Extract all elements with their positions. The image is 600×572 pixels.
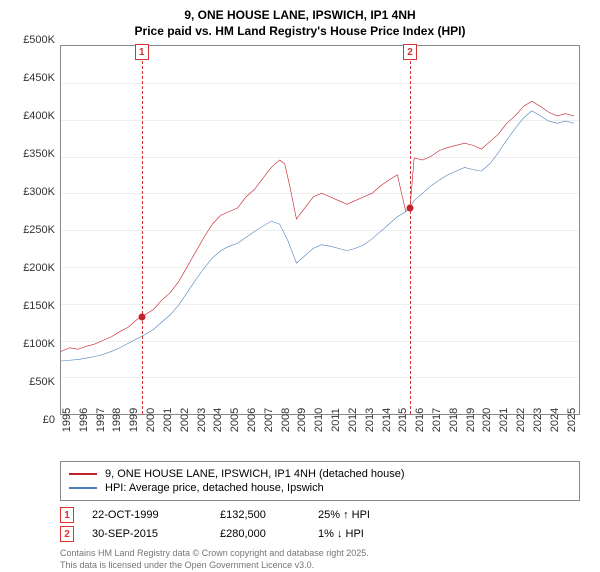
x-tick-label: 2017: [431, 408, 443, 432]
event-list: 1 22-OCT-1999 £132,500 25% ↑ HPI 2 30-SEP-201…: [60, 507, 580, 542]
x-tick-label: 1995: [61, 408, 73, 432]
y-tick-label: £100K: [23, 338, 55, 350]
x-tick-label: 2008: [280, 408, 292, 432]
event-price: £132,500: [220, 509, 300, 521]
y-tick-label: £250K: [23, 224, 55, 236]
event-delta: 1% ↓ HPI: [318, 528, 398, 540]
legend-swatch: [69, 487, 97, 489]
x-tick-label: 1999: [128, 408, 140, 432]
sale-point-dot: [138, 313, 145, 320]
y-tick-label: £500K: [23, 34, 55, 46]
event-badge: 1: [60, 507, 74, 523]
x-tick-label: 2002: [179, 408, 191, 432]
x-tick-label: 2013: [364, 408, 376, 432]
x-tick-label: 2022: [515, 408, 527, 432]
x-tick-label: 2021: [498, 408, 510, 432]
x-tick-label: 1997: [95, 408, 107, 432]
title-line2: Price paid vs. HM Land Registry's House …: [12, 24, 588, 40]
x-tick-label: 1996: [78, 408, 90, 432]
y-tick-label: £450K: [23, 72, 55, 84]
x-tick-label: 2023: [532, 408, 544, 432]
event-date: 22-OCT-1999: [92, 509, 202, 521]
event-date: 30-SEP-2015: [92, 528, 202, 540]
y-tick-label: £400K: [23, 110, 55, 122]
chart-title: 9, ONE HOUSE LANE, IPSWICH, IP1 4NH Pric…: [12, 8, 588, 39]
y-tick-label: £200K: [23, 262, 55, 274]
y-tick-label: £50K: [29, 376, 55, 388]
x-tick-label: 2019: [465, 408, 477, 432]
line-plot: [61, 46, 579, 414]
legend-swatch: [69, 473, 97, 475]
legend-label: HPI: Average price, detached house, Ipsw…: [105, 482, 324, 494]
chart-plot-area: £0£50K£100K£150K£200K£250K£300K£350K£400…: [60, 45, 580, 415]
x-tick-label: 2025: [566, 408, 578, 432]
sale-point-dot: [406, 205, 413, 212]
legend-item: HPI: Average price, detached house, Ipsw…: [69, 482, 571, 494]
attribution-line2: This data is licensed under the Open Gov…: [60, 560, 580, 572]
x-tick-label: 2014: [381, 408, 393, 432]
x-tick-label: 2003: [196, 408, 208, 432]
event-price: £280,000: [220, 528, 300, 540]
x-tick-label: 2000: [145, 408, 157, 432]
x-tick-label: 2006: [246, 408, 258, 432]
x-tick-label: 2007: [263, 408, 275, 432]
legend: 9, ONE HOUSE LANE, IPSWICH, IP1 4NH (det…: [60, 461, 580, 501]
x-tick-label: 2005: [229, 408, 241, 432]
x-tick-label: 2001: [162, 408, 174, 432]
x-tick-label: 2009: [296, 408, 308, 432]
marker-line: [142, 46, 143, 414]
event-delta: 25% ↑ HPI: [318, 509, 398, 521]
x-tick-label: 2012: [347, 408, 359, 432]
marker-badge: 1: [135, 44, 149, 60]
x-axis: 1995199619971998199920002001200220032004…: [61, 416, 579, 456]
title-line1: 9, ONE HOUSE LANE, IPSWICH, IP1 4NH: [12, 8, 588, 24]
y-axis: £0£50K£100K£150K£200K£250K£300K£350K£400…: [13, 40, 59, 420]
x-tick-label: 2024: [549, 408, 561, 432]
event-row: 1 22-OCT-1999 £132,500 25% ↑ HPI: [60, 507, 580, 523]
marker-line: [410, 46, 411, 414]
x-tick-label: 2016: [414, 408, 426, 432]
x-tick-label: 2018: [448, 408, 460, 432]
x-tick-label: 2011: [330, 408, 342, 432]
series-line: [61, 111, 574, 361]
x-tick-label: 1998: [111, 408, 123, 432]
x-tick-label: 2015: [397, 408, 409, 432]
event-row: 2 30-SEP-2015 £280,000 1% ↓ HPI: [60, 526, 580, 542]
marker-badge: 2: [403, 44, 417, 60]
y-tick-label: £150K: [23, 300, 55, 312]
legend-item: 9, ONE HOUSE LANE, IPSWICH, IP1 4NH (det…: [69, 468, 571, 480]
y-tick-label: £0: [43, 414, 55, 426]
y-tick-label: £300K: [23, 186, 55, 198]
y-tick-label: £350K: [23, 148, 55, 160]
x-tick-label: 2010: [313, 408, 325, 432]
event-badge: 2: [60, 526, 74, 542]
attribution-line1: Contains HM Land Registry data © Crown c…: [60, 548, 580, 560]
x-tick-label: 2020: [481, 408, 493, 432]
legend-label: 9, ONE HOUSE LANE, IPSWICH, IP1 4NH (det…: [105, 468, 405, 480]
x-tick-label: 2004: [212, 408, 224, 432]
